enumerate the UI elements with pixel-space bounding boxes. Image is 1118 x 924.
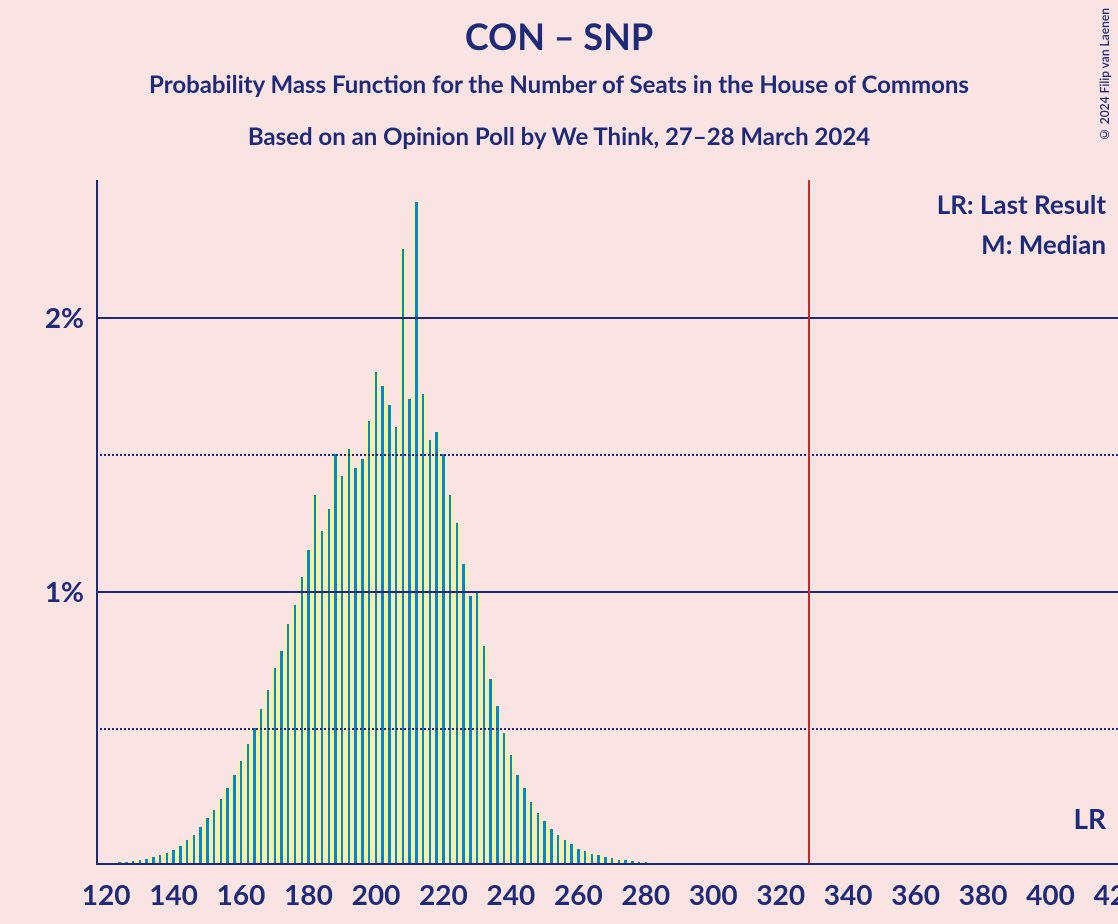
bar: [353, 468, 359, 865]
x-tick-label: 360: [891, 877, 940, 911]
x-tick-label: 260: [554, 877, 603, 911]
y-tick-label: 1%: [45, 574, 84, 608]
bar: [218, 799, 224, 865]
bar: [555, 835, 561, 865]
bar: [542, 821, 548, 865]
gridline-major: [96, 317, 1118, 319]
bar: [413, 202, 419, 865]
y-axis-line: [96, 180, 98, 865]
bar: [238, 761, 244, 865]
bar: [326, 509, 332, 865]
x-tick-label: 280: [621, 877, 670, 911]
bar: [454, 523, 460, 866]
gridline-major: [96, 591, 1118, 593]
x-tick-label: 160: [217, 877, 266, 911]
bar: [521, 788, 527, 865]
bar: [204, 818, 210, 865]
plot-area: 1201401601802002202402602803003203403603…: [96, 180, 1118, 865]
bar: [548, 829, 554, 865]
bar: [231, 775, 237, 865]
bar: [440, 454, 446, 865]
bar: [339, 476, 345, 865]
gridline-minor: [96, 728, 1118, 730]
last-result-line: [808, 180, 810, 865]
bar: [481, 646, 487, 865]
bar: [562, 840, 568, 865]
bar: [319, 531, 325, 865]
copyright-text: © 2024 Filip van Laenen: [1097, 8, 1112, 142]
x-tick-label: 300: [689, 877, 738, 911]
legend-last-result: LR: Last Result: [937, 188, 1106, 220]
x-tick-label: 340: [824, 877, 873, 911]
chart-subtitle-2: Based on an Opinion Poll by We Think, 27…: [0, 122, 1118, 151]
bar: [346, 449, 352, 865]
bar: [386, 405, 392, 865]
y-tick-label: 2%: [45, 300, 84, 334]
bar: [258, 709, 264, 865]
bar: [427, 440, 433, 865]
x-tick-label: 180: [284, 877, 333, 911]
bar: [312, 495, 318, 865]
bar: [467, 596, 473, 865]
bar: [461, 564, 467, 865]
chart-subtitle-1: Probability Mass Function for the Number…: [0, 70, 1118, 99]
chart-container: CON – SNP Probability Mass Function for …: [0, 0, 1118, 924]
bar: [380, 386, 386, 866]
bar: [528, 802, 534, 865]
bar: [434, 432, 440, 865]
x-tick-label: 240: [486, 877, 535, 911]
bar: [508, 755, 514, 865]
bar: [447, 495, 453, 865]
bar: [535, 813, 541, 865]
bar: [224, 788, 230, 865]
bar: [420, 394, 426, 865]
bar: [359, 459, 365, 865]
bars-layer: [96, 180, 1118, 865]
chart-title: CON – SNP: [0, 14, 1118, 58]
bar: [332, 454, 338, 865]
bar: [569, 844, 575, 865]
lr-label: LR: [1073, 801, 1106, 835]
bar: [407, 399, 413, 865]
bar: [305, 550, 311, 865]
bar: [373, 372, 379, 865]
bar: [211, 810, 217, 865]
bar: [393, 427, 399, 865]
bar: [278, 651, 284, 865]
bar: [366, 421, 372, 865]
bar: [245, 744, 251, 865]
bar: [501, 733, 507, 865]
x-tick-label: 420: [1094, 877, 1118, 911]
bar: [265, 690, 271, 865]
bar: [488, 679, 494, 865]
bar: [251, 728, 257, 865]
x-tick-label: 400: [1026, 877, 1075, 911]
bar: [299, 577, 305, 865]
x-tick-label: 380: [959, 877, 1008, 911]
bar: [292, 605, 298, 865]
bar: [272, 668, 278, 865]
bar: [198, 827, 204, 865]
x-tick-label: 140: [149, 877, 198, 911]
x-tick-label: 200: [352, 877, 401, 911]
x-axis-line: [96, 863, 1118, 865]
bar: [400, 249, 406, 866]
x-tick-label: 320: [756, 877, 805, 911]
x-tick-label: 220: [419, 877, 468, 911]
legend-median: M: Median: [981, 228, 1106, 260]
bar: [184, 840, 190, 865]
bar: [285, 624, 291, 865]
gridline-minor: [96, 454, 1118, 456]
x-tick-label: 120: [82, 877, 131, 911]
bar: [515, 775, 521, 865]
bar: [191, 835, 197, 865]
